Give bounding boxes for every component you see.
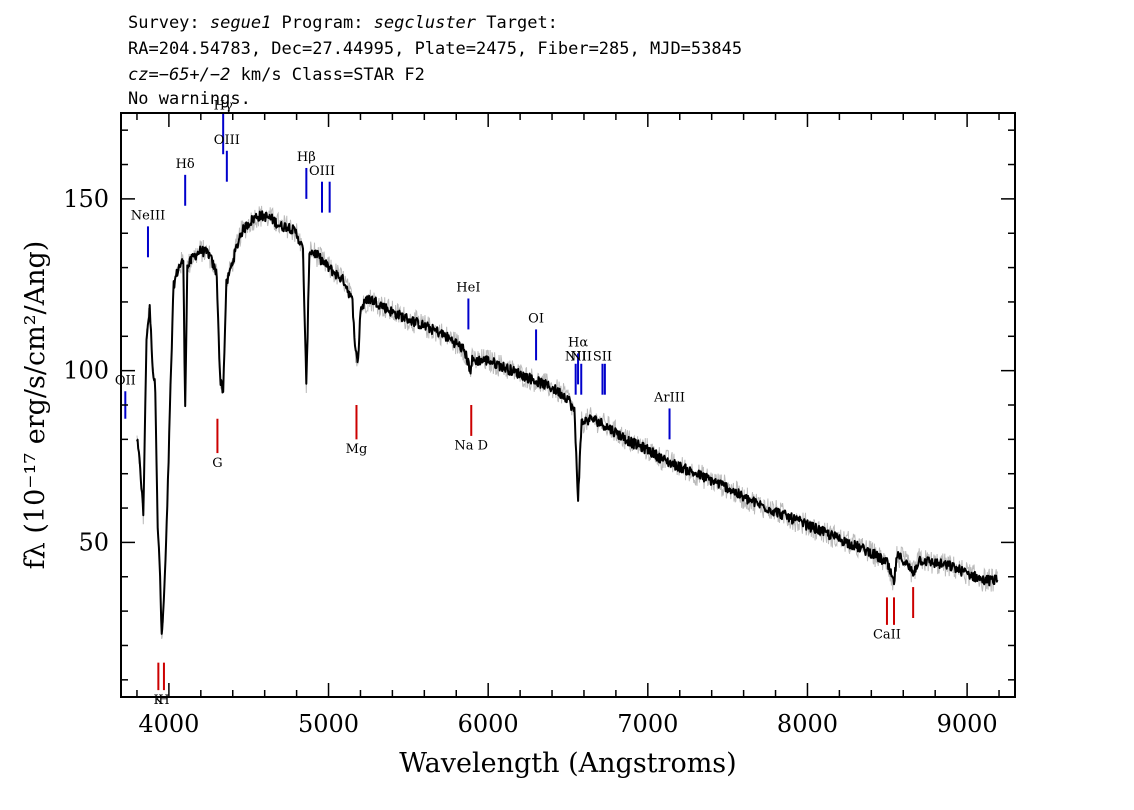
plot-marks xyxy=(136,205,999,640)
y-tick-label: 50 xyxy=(78,528,109,556)
y-axis-title: fλ (10⁻¹⁷ erg/s/cm²/Ang) xyxy=(20,241,51,570)
emission-line-label: NII xyxy=(565,349,587,364)
emission-line-label: OII xyxy=(115,373,136,388)
cz-value: =−65+/−2 xyxy=(148,65,230,85)
absorption-line-label: G xyxy=(212,456,222,471)
emission-line-label: Hβ xyxy=(297,150,316,165)
emission-line-label: NeIII xyxy=(131,208,165,223)
emission-line-label: ArIII xyxy=(653,391,685,406)
emission-line-label: OIII xyxy=(214,133,240,148)
x-tick-label: 5000 xyxy=(298,710,359,738)
class-text: km/s Class=STAR F2 xyxy=(230,65,424,85)
absorption-line-label: K xyxy=(153,693,163,708)
absorption-line-label: Na D xyxy=(454,439,488,454)
spectrum-flux-line xyxy=(136,210,999,635)
y-tick-label: 150 xyxy=(63,185,109,213)
x-axis-title: Wavelength (Angstroms) xyxy=(399,748,736,779)
emission-line-label: HeI xyxy=(456,281,480,296)
emission-line-label: Hγ xyxy=(214,99,233,114)
header-line-4: No warnings. xyxy=(128,89,251,109)
emission-line-label: SII xyxy=(593,349,612,364)
program-value: segcluster xyxy=(374,13,477,33)
cz-label: cz xyxy=(128,65,148,85)
spectrum-error-line xyxy=(136,205,998,640)
header-line-2: RA=204.54783, Dec=27.44995, Plate=2475, … xyxy=(128,39,742,59)
chart-header: Survey: segue1 Program: segcluster Targe… xyxy=(128,13,742,109)
emission-line-label: OIII xyxy=(309,164,335,179)
survey-label: Survey: xyxy=(128,13,210,33)
y-tick-label: 100 xyxy=(63,357,109,385)
x-tick-label: 8000 xyxy=(777,710,838,738)
x-tick-label: 6000 xyxy=(458,710,519,738)
emission-line-label: NII xyxy=(570,349,592,364)
header-line-1: Survey: segue1 Program: segcluster Targe… xyxy=(128,13,558,33)
survey-value: segue1 xyxy=(210,13,271,33)
axes: 4000 5000 6000 7000 8000 9000 50 100 150 xyxy=(63,113,1015,738)
header-line-3: cz=−65+/−2 km/s Class=STAR F2 xyxy=(128,65,425,85)
plot-frame xyxy=(120,112,1016,698)
target-label: Target: xyxy=(476,13,558,33)
absorption-line-label: CaII xyxy=(873,628,901,643)
x-tick-label: 9000 xyxy=(937,710,998,738)
absorption-line-label: H xyxy=(158,693,169,708)
x-tick-label: 4000 xyxy=(138,710,199,738)
emission-line-label: Hδ xyxy=(176,157,195,172)
x-tick-label: 7000 xyxy=(617,710,678,738)
program-label: Program: xyxy=(271,13,373,33)
emission-line-label: OI xyxy=(528,312,544,327)
emission-line-label: Hα xyxy=(568,336,588,351)
absorption-line-label: Mg xyxy=(346,442,368,457)
